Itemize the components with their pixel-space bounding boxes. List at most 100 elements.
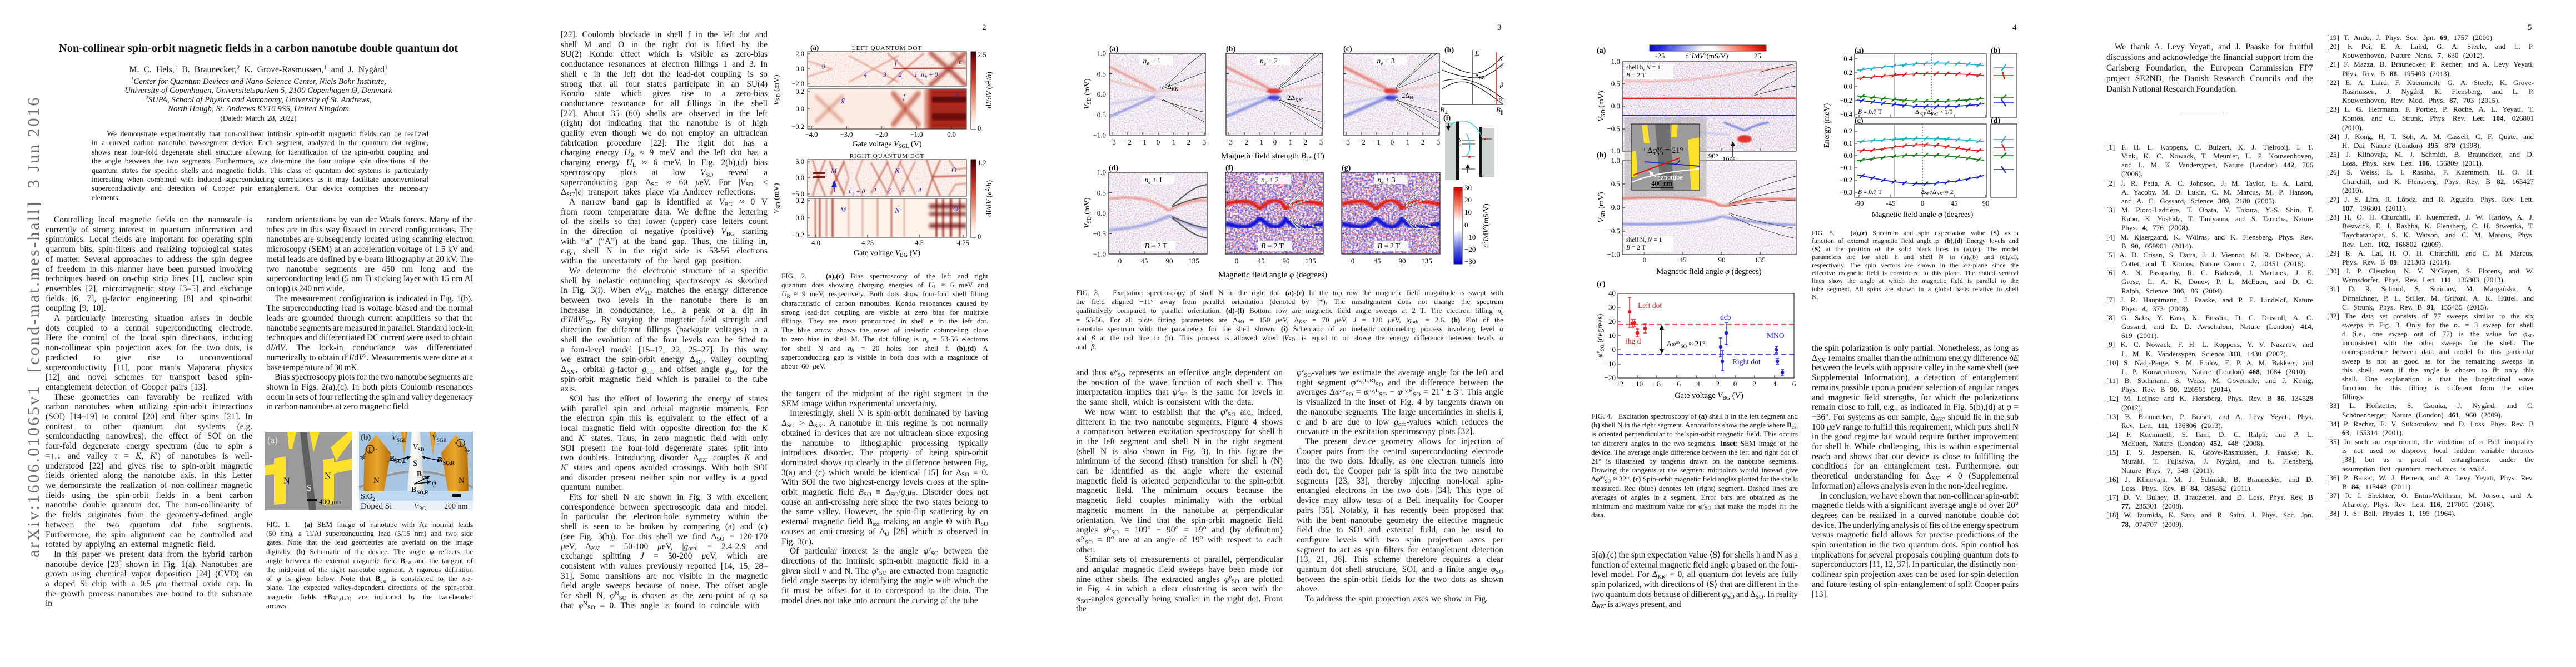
svg-text:4: 4 [918,187,921,194]
svg-text:0: 0 [1391,138,1394,146]
svg-text:−0.5: −0.5 [1093,111,1106,119]
svg-text:SGL: SGL [397,437,406,443]
svg-text:ΔKK′: ΔKK′ [1475,73,1486,80]
svg-text:2: 2 [1421,138,1425,146]
svg-text:-: - [375,444,377,452]
svg-text:e: e [959,58,962,66]
svg-text:φ: φ [432,479,436,487]
svg-text:−20: −20 [1464,245,1476,253]
svg-text:0: 0 [1733,380,1737,388]
svg-text:20: 20 [1608,317,1616,326]
svg-text:(a): (a) [1109,45,1119,53]
svg-text:O: O [951,166,956,174]
svg-text:Gate voltage VBG (V): Gate voltage VBG (V) [854,249,920,258]
svg-text:90°: 90° [1708,152,1718,160]
svg-text:0: 0 [1643,256,1647,264]
svg-text:45: 45 [1680,256,1687,264]
svg-text:Energy (meV): Energy (meV) [1823,103,1831,148]
svg-text:N: N [894,207,900,215]
svg-text:4.75: 4.75 [957,239,969,247]
svg-text:−1.0: −1.0 [910,131,923,138]
svg-text:(d): (d) [1991,117,2000,125]
svg-text:90: 90 [1283,257,1290,265]
svg-text:30: 30 [1464,183,1472,192]
svg-text:4.0: 4.0 [811,239,820,247]
svg-text:(a): (a) [1597,47,1606,55]
svg-text:30: 30 [1608,303,1616,311]
svg-text:ext: ext [422,474,429,480]
svg-text:−0.2: −0.2 [791,231,804,239]
svg-text:200 nm: 200 nm [444,502,468,510]
svg-text:-45: -45 [1886,200,1896,207]
svg-text:VSD (mV): VSD (mV) [1083,78,1093,109]
svg-text:−10: −10 [1632,380,1643,388]
svg-text:45: 45 [1141,257,1148,265]
svg-text:N: N [283,476,290,486]
svg-text:2: 2 [899,72,902,78]
svg-text:0.0: 0.0 [1097,209,1106,217]
svg-text:SiO: SiO [361,492,373,501]
svg-text:0: 0 [1351,257,1355,265]
svg-text:−4: −4 [1692,380,1700,388]
svg-text:90: 90 [1166,257,1173,265]
svg-text:2: 2 [888,187,891,194]
svg-text:MNO: MNO [1767,331,1785,340]
svg-text:1.0: 1.0 [1097,49,1106,58]
svg-text:+ 0: + 0 [929,72,938,78]
svg-text:0.5: 0.5 [1611,79,1620,88]
svg-text:25: 25 [1754,52,1761,60]
svg-text:M: M [830,167,837,175]
svg-text:0.0: 0.0 [795,174,804,182]
svg-text:135: 135 [1755,256,1766,264]
svg-text:d2I/dV2(mS/V): d2I/dV2(mS/V) [1482,203,1490,248]
svg-text:e: e [853,191,855,196]
svg-text:B∥: B∥ [1496,106,1503,115]
svg-text:4: 4 [864,72,867,78]
svg-text:N: N [459,476,465,485]
svg-text:−1: −1 [1373,138,1381,146]
svg-text:(a): (a) [267,435,278,445]
svg-text:shell h, N = 1: shell h, N = 1 [1626,64,1661,71]
svg-text:−0.2: −0.2 [1840,176,1852,184]
svg-text:−2: −2 [1712,380,1720,388]
svg-text:f: f [903,93,906,101]
svg-text:γ: γ [1458,142,1461,148]
svg-text:10: 10 [1464,208,1472,216]
svg-text:0.5: 0.5 [1097,188,1106,197]
svg-text:B: B [390,454,395,462]
svg-text:VSD (mV): VSD (mV) [773,183,782,214]
svg-text:α: α [1499,96,1502,103]
svg-text:(c): (c) [1343,45,1352,53]
svg-text:BG: BG [419,506,426,510]
svg-text:−3: −3 [1342,138,1350,146]
svg-text:1.0: 1.0 [1611,156,1620,165]
svg-text:N: N [894,167,900,175]
svg-text:−0.3: −0.3 [1840,188,1852,196]
svg-text:−10: −10 [1464,233,1476,241]
svg-text:O: O [953,205,958,213]
svg-text:−0.4: −0.4 [1840,111,1852,118]
svg-text:−12: −12 [1612,380,1623,388]
svg-text:−0.5: −0.5 [1607,227,1620,235]
svg-text:γ: γ [1500,63,1503,69]
svg-text:3: 3 [883,72,886,78]
svg-text:ΔSO/ΔKK′ ≈ 1/9: ΔSO/ΔKK′ ≈ 1/9 [1915,109,1953,116]
svg-text:2: 2 [1753,380,1757,388]
svg-text:1: 1 [1289,138,1293,146]
svg-text:−2.0: −2.0 [791,80,804,88]
svg-text:0: 0 [978,125,981,132]
svg-text:−30: −30 [1464,257,1476,266]
svg-text:(b): (b) [1991,47,2000,55]
svg-text:φνSO (degrees): φνSO (degrees) [1596,313,1605,357]
svg-text:+ 0: + 0 [856,188,865,195]
svg-text:1: 1 [1172,138,1176,146]
svg-text:−20: −20 [1605,374,1616,382]
svg-text:SD: SD [418,447,425,452]
svg-text:−1: −1 [1255,138,1263,146]
svg-text:SO,R: SO,R [417,490,428,495]
svg-text:−6: −6 [1673,380,1681,388]
svg-text:(a): (a) [810,44,819,52]
svg-text:dcb: dcb [1720,313,1731,321]
svg-text:B = 2 T: B = 2 T [1378,242,1401,250]
svg-text:0.2: 0.2 [1843,69,1852,77]
